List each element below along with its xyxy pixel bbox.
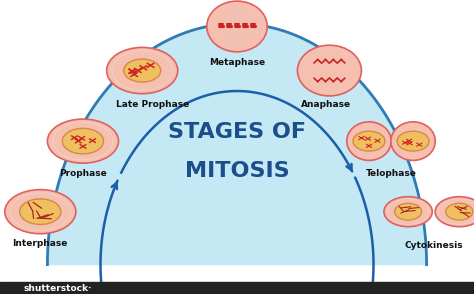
Text: Late Prophase: Late Prophase [116,100,190,109]
Circle shape [397,131,429,151]
Circle shape [47,119,118,163]
Circle shape [446,203,473,220]
Ellipse shape [391,122,435,161]
Ellipse shape [297,45,361,96]
Text: Cytokinesis: Cytokinesis [404,241,463,250]
Ellipse shape [207,1,267,52]
Text: Anaphase: Anaphase [301,100,351,109]
Ellipse shape [347,122,391,161]
Circle shape [20,199,61,225]
Text: Metaphase: Metaphase [209,59,265,67]
Bar [0,282,474,294]
Ellipse shape [107,47,178,94]
Circle shape [124,59,161,82]
Circle shape [394,203,422,220]
Text: MITOSIS: MITOSIS [185,161,289,181]
Text: shutterstock·: shutterstock· [24,284,92,293]
Circle shape [435,197,474,227]
Text: Prophase: Prophase [59,169,107,178]
Text: Interphase: Interphase [13,239,68,248]
Circle shape [62,128,103,154]
Circle shape [5,190,76,234]
Text: Telophase: Telophase [365,169,417,178]
Text: STAGES OF: STAGES OF [168,122,306,142]
Circle shape [384,197,432,227]
Polygon shape [47,24,427,265]
Circle shape [353,131,385,151]
